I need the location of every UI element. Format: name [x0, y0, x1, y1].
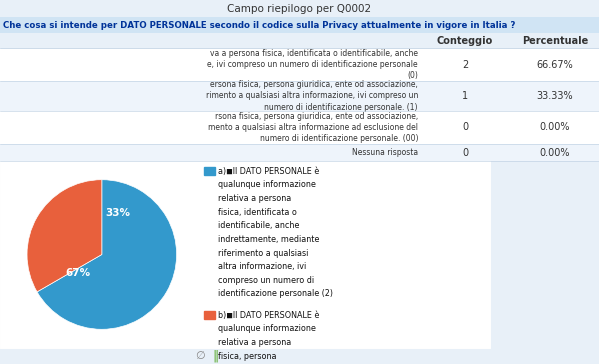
- Text: Campo riepilogo per Q0002: Campo riepilogo per Q0002: [227, 4, 371, 13]
- Wedge shape: [37, 180, 177, 329]
- Bar: [0, 161, 490, 348]
- Text: Che cosa si intende per DATO PERSONALE secondo il codice sulla Privacy attualmen: Che cosa si intende per DATO PERSONALE s…: [3, 20, 515, 29]
- Text: ‖: ‖: [213, 349, 219, 363]
- Text: qualunque informazione: qualunque informazione: [218, 180, 316, 189]
- Text: 33%: 33%: [106, 208, 131, 218]
- Text: 0.00%: 0.00%: [540, 123, 570, 132]
- Text: Conteggio: Conteggio: [437, 36, 493, 46]
- Text: Nessuna risposta: Nessuna risposta: [352, 148, 418, 157]
- Text: relativa a persona: relativa a persona: [218, 194, 291, 203]
- Text: relativa a persona: relativa a persona: [218, 338, 291, 347]
- Text: fisica, persona: fisica, persona: [218, 352, 276, 361]
- Bar: [204, 167, 215, 175]
- Text: 0.00%: 0.00%: [540, 147, 570, 158]
- Text: altra informazione, ivi: altra informazione, ivi: [218, 262, 306, 271]
- Text: riferimento a qualsiasi: riferimento a qualsiasi: [218, 249, 308, 257]
- Text: a)◼Il DATO PERSONALE è: a)◼Il DATO PERSONALE è: [218, 167, 319, 175]
- Text: compreso un numero di: compreso un numero di: [218, 276, 314, 285]
- Text: ∅: ∅: [195, 351, 205, 361]
- Bar: [0, 0, 599, 17]
- Bar: [0, 17, 599, 33]
- Text: b)◼Il DATO PERSONALE è: b)◼Il DATO PERSONALE è: [218, 310, 319, 320]
- Text: 33.33%: 33.33%: [537, 91, 573, 101]
- Text: identificabile, anche: identificabile, anche: [218, 221, 300, 230]
- Text: 1: 1: [462, 91, 468, 101]
- Text: ersona fisica, persona giuridica, ente od associazione,
rimento a qualsiasi altr: ersona fisica, persona giuridica, ente o…: [205, 80, 418, 112]
- Text: identificazione personale (2): identificazione personale (2): [218, 289, 333, 298]
- Bar: [0, 81, 599, 111]
- Text: 66.67%: 66.67%: [537, 59, 573, 70]
- Bar: [204, 310, 215, 319]
- Bar: [0, 144, 599, 161]
- Text: indrettamente, mediante: indrettamente, mediante: [218, 235, 319, 244]
- Text: va a persona fisica, identificata o identificabile, anche
e, ivi compreso un num: va a persona fisica, identificata o iden…: [207, 49, 418, 80]
- Text: 0: 0: [462, 147, 468, 158]
- Text: 0: 0: [462, 123, 468, 132]
- Text: 2: 2: [462, 59, 468, 70]
- Text: 67%: 67%: [65, 268, 90, 278]
- Wedge shape: [27, 180, 102, 292]
- Bar: [0, 48, 599, 81]
- Text: Percentuale: Percentuale: [522, 36, 588, 46]
- Text: fisica, identificata o: fisica, identificata o: [218, 207, 297, 217]
- Text: rsona fisica, persona giuridica, ente od associazione,
mento a qualsiasi altra i: rsona fisica, persona giuridica, ente od…: [208, 112, 418, 143]
- Text: qualunque informazione: qualunque informazione: [218, 324, 316, 333]
- Bar: [0, 111, 599, 144]
- Bar: [0, 33, 599, 48]
